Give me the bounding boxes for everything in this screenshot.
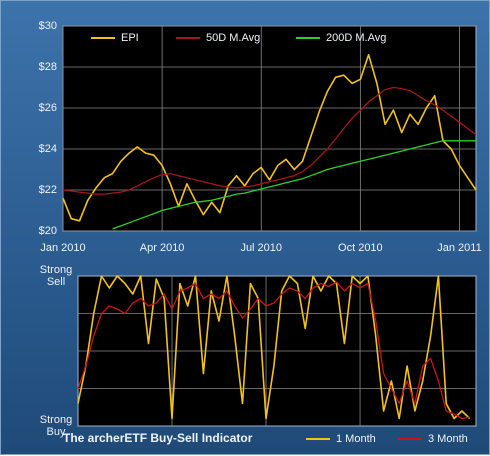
y-tick-label: $28 (39, 61, 57, 73)
legend-label: EPI (121, 32, 139, 44)
chart-title: The archerETF Buy-Sell Indicator (63, 431, 253, 445)
y-tick-label: $24 (39, 143, 57, 155)
x-tick-label: Jan 2010 (40, 242, 85, 254)
legend-label: 3 Month (428, 433, 468, 445)
series-line (77, 275, 471, 420)
series-line (112, 140, 476, 230)
series-line (62, 86, 477, 195)
legend-label: 50D M.Avg (206, 32, 260, 44)
x-tick-label: Jul 2010 (240, 242, 282, 254)
y-tick-label: $20 (39, 225, 57, 237)
y-tick-label: $30 (39, 20, 57, 32)
legend-label: 1 Month (336, 433, 376, 445)
y-tick-label: $26 (39, 102, 57, 114)
x-tick-label: Apr 2010 (140, 242, 185, 254)
x-tick-label: Jan 2011 (437, 242, 481, 254)
plot-area (62, 25, 477, 232)
y-tick-label: Strong Sell (39, 264, 73, 288)
series-line (77, 281, 470, 420)
y-tick-label: $22 (39, 184, 57, 196)
legend-label: 200D M.Avg (326, 32, 386, 44)
y-tick-label: Strong Buy (39, 414, 73, 438)
series-line (62, 53, 477, 222)
x-tick-label: Oct 2010 (338, 242, 383, 254)
